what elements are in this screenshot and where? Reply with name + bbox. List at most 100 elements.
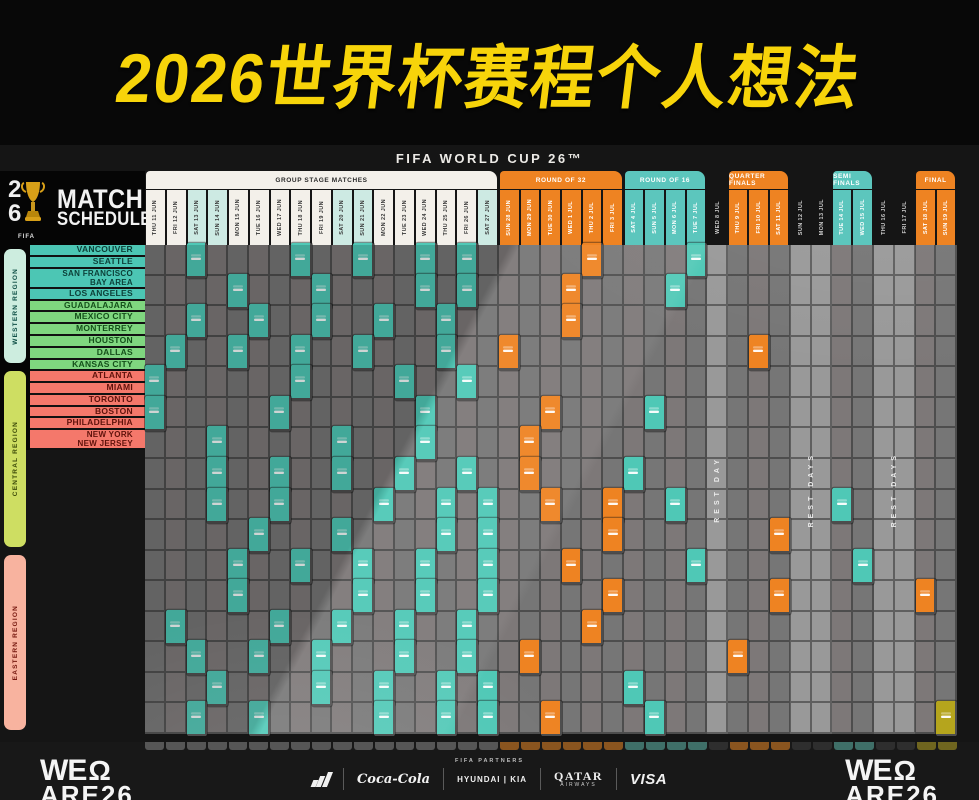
grid-cell: [374, 550, 395, 582]
grid-cell: [915, 611, 937, 643]
grid-cell: [394, 581, 416, 612]
match-cell: [519, 426, 541, 462]
grid-cell: [457, 703, 479, 734]
date-column: SAT 4 JUL: [624, 190, 644, 245]
match-cell: [311, 640, 333, 676]
grid-cell: [561, 672, 583, 704]
grid-cell: [374, 642, 395, 673]
grid-cell: [519, 245, 541, 276]
match-cell: [832, 487, 854, 523]
grid-cell: [165, 642, 187, 673]
match-cell: [374, 701, 395, 737]
grid-cell: [582, 489, 604, 521]
city-label: DALLAS: [30, 347, 145, 360]
grid-cell: [353, 672, 375, 704]
column-tab: [604, 742, 624, 750]
grid-cell: [936, 642, 958, 673]
grid-cell: [936, 581, 958, 612]
grid-cell: [644, 489, 666, 521]
grid-cell: [582, 397, 604, 429]
date-column: TUE 30 JUN: [541, 190, 560, 245]
divider: [539, 768, 541, 790]
grid-cell: [311, 428, 333, 459]
grid-cell: [832, 520, 854, 551]
grid-row: [145, 609, 958, 645]
grid-cell: [790, 520, 812, 551]
grid-cell: [769, 611, 791, 643]
grid-cell: [644, 581, 666, 612]
grid-cell: [165, 306, 187, 337]
grid-cell: [769, 458, 791, 490]
match-cell: [228, 273, 250, 309]
grid-cell: [873, 581, 895, 612]
region-tab-eastern: EASTERN REGION: [4, 554, 26, 730]
grid-cell: [415, 672, 437, 704]
grid-cell: [290, 397, 312, 429]
grid-cell: [936, 306, 958, 337]
grid-cell: [311, 245, 333, 276]
grid-cell: [561, 520, 583, 551]
grid-cell: [394, 703, 416, 734]
grid-cell: [728, 336, 750, 368]
grid-cell: [582, 642, 604, 673]
date-column: MON 6 JUL: [666, 190, 685, 245]
column-tab: [646, 742, 665, 750]
grid-cell: [728, 672, 750, 704]
grid-cell: [707, 611, 729, 643]
date-column: THU 9 JUL: [728, 190, 748, 245]
grid-cell: [186, 489, 208, 521]
grid-cell: [290, 489, 312, 521]
grid-cell: [582, 458, 604, 490]
match-schedule-logo: 2 6 FIFA MATCH SCHEDULE: [0, 171, 151, 245]
grid-cell: [478, 428, 500, 459]
grid-cell: [478, 397, 500, 429]
grid-cell: [499, 581, 520, 612]
grid-cell: [873, 703, 895, 734]
grid-row: [145, 395, 958, 431]
column-tab: [520, 742, 540, 750]
grid-cell: [894, 428, 916, 459]
date-column: FRI 3 JUL: [603, 190, 622, 245]
match-cell: [769, 579, 791, 614]
date-column: FRI 19 JUN: [312, 190, 331, 245]
match-cell: [749, 334, 770, 370]
grid-cell: [728, 489, 750, 521]
schedule-chart: FIFA WORLD CUP 26™ 2 6: [0, 145, 979, 742]
grid-cell: [936, 275, 958, 307]
column-tab: [666, 742, 686, 750]
section-label: GROUP STAGE MATCHES: [146, 171, 497, 189]
grid-cell: [915, 703, 937, 734]
grid-cell: [665, 581, 687, 612]
match-cell: [165, 609, 187, 645]
grid-cell: [269, 581, 291, 612]
grid-cell: [644, 428, 666, 459]
grid-cell: [665, 428, 687, 459]
grid-cell: [269, 275, 291, 307]
date-column: SAT 11 JUL: [769, 190, 789, 245]
column-tab: [813, 742, 832, 750]
grid-row: [145, 365, 958, 400]
grid-cell: [894, 336, 916, 368]
match-cell: [207, 487, 229, 523]
grid-cell: [853, 642, 874, 673]
grid-cell: [936, 367, 958, 398]
date-column: WED 1 JUL: [561, 190, 581, 245]
grid-cell: [728, 611, 750, 643]
section-label: QUARTER FINALS: [728, 171, 789, 189]
grid-cell: [707, 520, 729, 551]
grid-cell: [332, 642, 354, 673]
grid-cell: [644, 672, 666, 704]
grid-cell: [207, 245, 229, 276]
grid-cell: [707, 275, 729, 307]
grid-cell: [269, 336, 291, 368]
grid-cell: [353, 703, 375, 734]
rest-date-column: SUN 12 JUL: [797, 199, 804, 236]
column-tab: [687, 742, 707, 750]
grid-cell: [873, 428, 895, 459]
grid-cell: [374, 367, 395, 398]
grid-cell: [582, 336, 604, 368]
grid-cell: [561, 611, 583, 643]
date-column: FRI 12 JUN: [166, 190, 186, 245]
section-label: SEMI FINALS: [833, 171, 872, 189]
grid-cell: [457, 489, 479, 521]
